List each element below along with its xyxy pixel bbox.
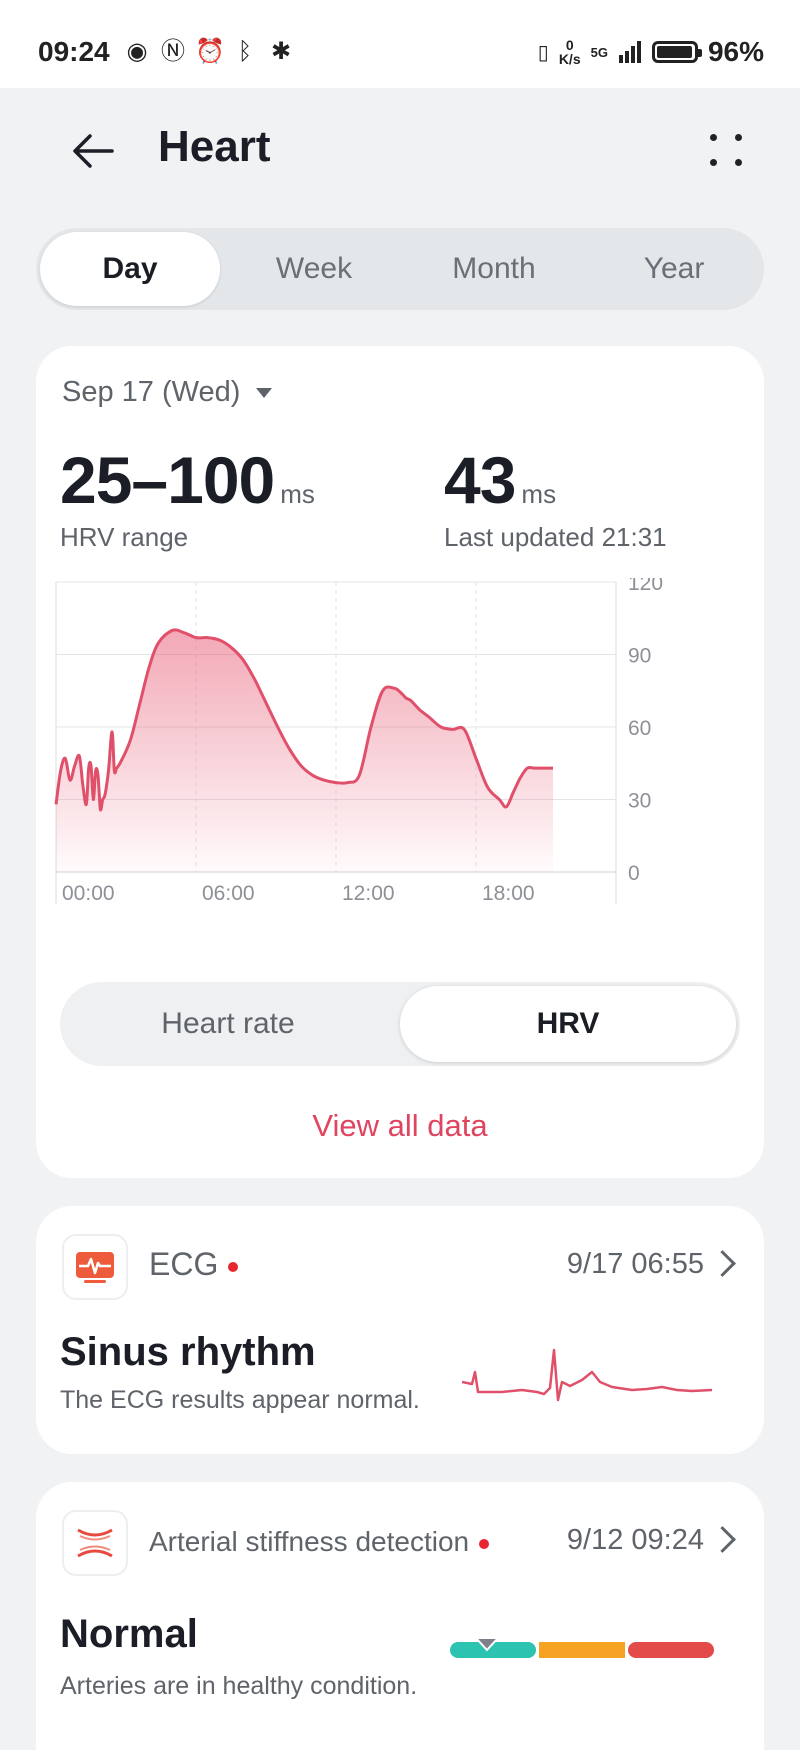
y-tick-label: 60 — [628, 717, 651, 740]
arterial-description: Arteries are in healthy condition. — [60, 1672, 418, 1700]
signal-icon — [618, 41, 641, 63]
page-title: Heart — [158, 122, 271, 171]
y-tick-label: 90 — [628, 645, 651, 668]
date-label: Sep 17 (Wed) — [62, 376, 241, 408]
tab-day[interactable]: Day — [40, 232, 220, 306]
ecg-waveform-thumbnail — [462, 1348, 713, 1402]
status-notification-icons: ◉ Ⓝ ⏰ ᛒ ✱ — [123, 38, 295, 66]
x-tick-label: 12:00 — [342, 882, 395, 905]
ecg-description: The ECG results appear normal. — [60, 1386, 420, 1414]
new-indicator-dot — [479, 1538, 490, 1549]
x-tick-label: 18:00 — [482, 882, 535, 905]
hrv-area-fill — [56, 629, 553, 872]
hrv-range-value: 25–100 — [60, 443, 275, 517]
slack-icon: ✱ — [270, 38, 292, 65]
hrv-latest-metric: 43 ms Last updated 21:31 — [444, 442, 667, 553]
x-tick-label: 06:00 — [202, 882, 255, 905]
new-indicator-dot — [228, 1261, 239, 1272]
tab-year[interactable]: Year — [643, 252, 705, 285]
toggle-heart-rate[interactable]: Heart rate — [161, 1007, 295, 1040]
status-bar: 09:24 ◉ Ⓝ ⏰ ᛒ ✱ ▯ 0 K/s 5G 96% — [0, 0, 800, 88]
y-tick-label: 30 — [628, 790, 651, 813]
hrv-range-unit: ms — [280, 479, 315, 509]
ecg-result: Sinus rhythm — [60, 1330, 316, 1374]
hrv-range-metric: 25–100 ms HRV range — [60, 442, 315, 553]
alarm-icon: ⏰ — [195, 38, 225, 65]
arterial-result: Normal — [60, 1612, 198, 1656]
hrv-range-label: HRV range — [60, 522, 189, 552]
y-tick-label: 120 — [628, 578, 663, 595]
x-tick-label: 00:00 — [62, 882, 115, 905]
last-updated-label: Last updated 21:31 — [444, 522, 667, 552]
arterial-datetime: 9/12 09:24 — [566, 1524, 704, 1556]
hrv-chart[interactable]: 0 30 60 90 120 00:00 06:00 12:00 18:00 — [36, 578, 764, 978]
hrv-series-line — [54, 628, 553, 812]
chevron-right-icon[interactable] — [709, 1526, 736, 1553]
more-options-icon[interactable] — [706, 130, 746, 170]
tab-week[interactable]: Week — [275, 252, 353, 285]
gauge-segment-normal — [450, 1642, 536, 1658]
metric-toggle: Heart rate HRV — [60, 982, 740, 1066]
hrv-card: Sep 17 (Wed) 25–100 ms HRV range 43 ms Las… — [36, 346, 764, 1178]
bluetooth-icon: ᛒ — [237, 38, 253, 65]
toggle-hrv[interactable]: HRV — [400, 986, 736, 1062]
gauge-marker-icon — [473, 1637, 501, 1652]
arterial-title: Arterial stiffness detection — [149, 1526, 490, 1558]
ecg-title: ECG — [149, 1246, 239, 1283]
ecg-datetime: 9/17 06:55 — [566, 1248, 704, 1280]
chevron-right-icon[interactable] — [709, 1250, 736, 1277]
app-header: Heart — [0, 88, 800, 218]
arterial-app-icon — [62, 1510, 128, 1576]
arterial-stiffness-card[interactable]: Arterial stiffness detection 9/12 09:24 … — [36, 1482, 764, 1750]
period-tabs: Day Week Month Year — [36, 228, 764, 310]
dropdown-caret-icon — [256, 388, 273, 399]
eye-icon: ◉ — [126, 38, 148, 65]
hrv-latest-unit: ms — [521, 479, 557, 509]
back-arrow-icon[interactable] — [68, 126, 118, 176]
ecg-app-icon — [62, 1234, 128, 1300]
date-selector[interactable]: Sep 17 (Wed) — [62, 376, 273, 409]
ecg-card[interactable]: ECG 9/17 06:55 Sinus rhythm The ECG resu… — [36, 1206, 764, 1454]
stiffness-gauge — [450, 1637, 714, 1658]
network-speed: 0 K/s — [558, 37, 581, 67]
nfc-icon: Ⓝ — [161, 38, 185, 65]
tab-month[interactable]: Month — [452, 252, 536, 285]
vibrate-icon: ▯ — [537, 41, 549, 64]
battery-icon — [651, 41, 702, 63]
battery-percent: 96% — [707, 36, 764, 67]
view-all-data-link[interactable]: View all data — [312, 1108, 488, 1143]
status-time: 09:24 — [38, 36, 110, 67]
hrv-latest-value: 43 — [444, 443, 516, 517]
gauge-segment-mild — [539, 1642, 625, 1658]
status-right-icons: ▯ 0 K/s 5G 96% — [538, 36, 764, 68]
gauge-segment-high — [628, 1642, 714, 1658]
y-tick-label: 0 — [628, 862, 640, 885]
network-type: 5G — [590, 44, 608, 60]
